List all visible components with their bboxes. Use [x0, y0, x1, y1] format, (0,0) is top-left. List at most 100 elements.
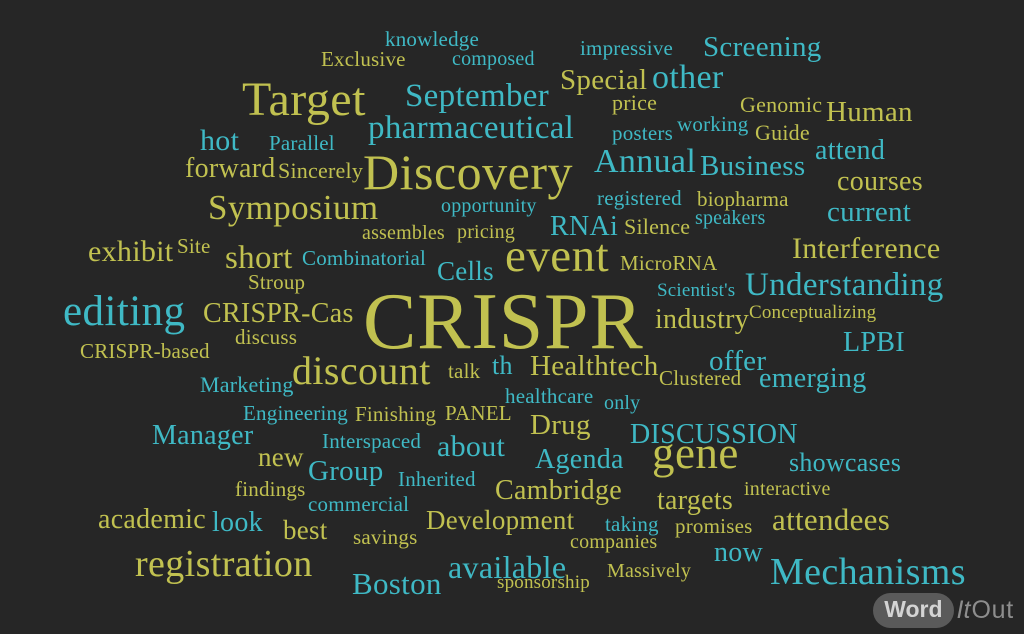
cloud-word: Sincerely: [278, 158, 364, 183]
cloud-word: Clustered: [659, 366, 742, 390]
cloud-word: current: [827, 196, 912, 228]
cloud-word: Conceptualizing: [749, 302, 877, 323]
cloud-word: posters: [612, 121, 673, 145]
cloud-word: forward: [185, 153, 276, 184]
cloud-word: CRISPR-based: [80, 339, 210, 363]
cloud-word: showcases: [789, 448, 902, 477]
cloud-word: Interspaced: [322, 429, 422, 453]
cloud-word: Mechanisms: [770, 551, 966, 593]
cloud-word: Cells: [437, 256, 494, 286]
cloud-word: Drug: [530, 409, 591, 441]
cloud-word: assembles: [362, 222, 445, 244]
cloud-word: Site: [177, 234, 211, 258]
cloud-word: targets: [657, 485, 734, 516]
cloud-word: DISCUSSION: [630, 419, 798, 450]
cloud-word: best: [283, 515, 328, 545]
cloud-word: Screening: [703, 31, 822, 63]
cloud-word: companies: [570, 531, 658, 553]
cloud-word: CRISPR: [363, 278, 644, 366]
cloud-word: taking: [605, 512, 659, 536]
cloud-word: Genomic: [740, 92, 823, 117]
cloud-word: only: [604, 392, 641, 414]
worditout-logo-out: Out: [971, 596, 1014, 624]
cloud-word: Combinatorial: [302, 246, 427, 270]
cloud-word: Finishing: [355, 402, 437, 426]
cloud-word: Group: [308, 455, 384, 487]
cloud-word: findings: [235, 477, 306, 501]
cloud-word: Parallel: [269, 131, 335, 155]
cloud-word: impressive: [580, 36, 674, 60]
cloud-word: Exclusive: [321, 47, 406, 71]
cloud-word: biopharma: [697, 187, 789, 211]
cloud-word: Healthtech: [530, 350, 659, 382]
cloud-word: Massively: [607, 560, 692, 582]
cloud-word: talk: [448, 359, 481, 383]
cloud-word: discuss: [235, 325, 298, 349]
cloud-word: attend: [815, 135, 886, 166]
cloud-word: registered: [597, 186, 682, 210]
cloud-word: MicroRNA: [620, 251, 718, 275]
cloud-word: discount: [292, 348, 431, 393]
cloud-word: event: [505, 230, 610, 282]
cloud-word: look: [212, 507, 263, 538]
cloud-word: Inherited: [398, 467, 476, 491]
cloud-word: academic: [98, 504, 206, 535]
cloud-word: Engineering: [243, 401, 348, 425]
cloud-word: emerging: [759, 363, 867, 394]
cloud-word: Annual: [594, 143, 697, 180]
cloud-word: other: [652, 59, 724, 96]
cloud-word: hot: [200, 124, 240, 157]
cloud-word: gene: [652, 428, 739, 478]
cloud-word: editing: [63, 288, 186, 335]
worditout-logo[interactable]: Word It Out: [873, 593, 1014, 628]
cloud-word: th: [492, 351, 513, 380]
cloud-word: Special: [560, 64, 648, 96]
cloud-word: healthcare: [505, 384, 594, 408]
worditout-logo-it: It: [956, 596, 971, 624]
cloud-word: commercial: [308, 492, 410, 516]
cloud-word: Agenda: [535, 444, 624, 475]
cloud-word: composed: [452, 48, 535, 70]
cloud-word: Understanding: [745, 267, 944, 303]
cloud-word: pricing: [457, 221, 516, 243]
cloud-word: speakers: [695, 207, 766, 229]
cloud-word: PANEL: [445, 401, 512, 425]
cloud-word: September: [405, 78, 550, 114]
cloud-word: Guide: [755, 120, 810, 145]
cloud-word: Silence: [624, 214, 691, 239]
cloud-word: savings: [353, 525, 418, 549]
cloud-word: Business: [700, 150, 806, 182]
cloud-word: LPBI: [843, 327, 905, 358]
cloud-word: Human: [826, 96, 913, 128]
cloud-word: attendees: [772, 502, 891, 537]
cloud-word: CRISPR-Cas: [203, 298, 354, 329]
cloud-word: Discovery: [363, 144, 573, 200]
cloud-word: industry: [655, 304, 750, 335]
cloud-word: exhibit: [88, 235, 174, 268]
cloud-word: Development: [426, 505, 575, 535]
cloud-word: promises: [675, 514, 753, 538]
cloud-word: sponsorship: [497, 572, 590, 593]
cloud-word: about: [437, 430, 506, 463]
cloud-word: offer: [709, 345, 767, 377]
cloud-word: available: [448, 549, 567, 585]
cloud-word: working: [677, 112, 749, 136]
cloud-word: courses: [837, 166, 923, 197]
cloud-word: Boston: [352, 566, 442, 601]
cloud-word: now: [714, 537, 764, 568]
cloud-word: Target: [242, 73, 366, 126]
cloud-word: Symposium: [208, 188, 379, 227]
cloud-word: new: [258, 442, 304, 472]
cloud-word: RNAi: [550, 211, 619, 242]
cloud-word: Cambridge: [495, 475, 622, 506]
cloud-word: knowledge: [385, 27, 480, 51]
cloud-word: Stroup: [248, 270, 306, 294]
cloud-word: pharmaceutical: [368, 110, 575, 146]
cloud-word: Marketing: [200, 372, 294, 397]
cloud-word: price: [612, 90, 658, 115]
cloud-word: short: [225, 240, 293, 276]
cloud-word: Scientist's: [657, 280, 736, 301]
cloud-word: registration: [135, 543, 313, 585]
worditout-logo-word: Word: [873, 593, 954, 628]
